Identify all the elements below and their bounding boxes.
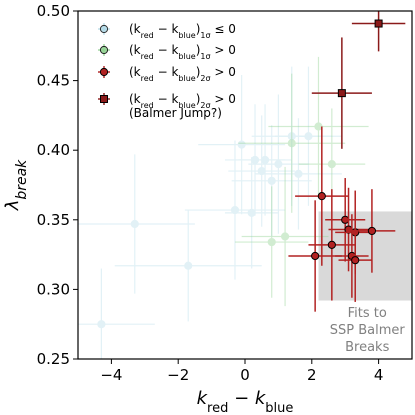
data-point xyxy=(251,66,332,206)
legend-marker xyxy=(99,24,109,34)
data-point xyxy=(238,73,346,213)
series-1 xyxy=(78,66,342,359)
marker xyxy=(130,219,139,229)
marker xyxy=(230,205,240,215)
data-point xyxy=(228,115,296,227)
data-point xyxy=(114,210,262,322)
marker xyxy=(311,251,320,261)
marker xyxy=(337,89,346,98)
x-tick-label: −2 xyxy=(167,366,189,384)
marker xyxy=(341,215,350,224)
marker xyxy=(317,192,326,201)
y-tick-label: 0.30 xyxy=(37,280,70,298)
region-label-line: Fits to xyxy=(348,306,387,321)
legend-entry: (kred − kblue)2σ > 0(Balmer Jump?) xyxy=(98,92,236,120)
data-point xyxy=(198,75,286,215)
data-point xyxy=(234,186,309,298)
legend: (kred − kblue)1σ ≤ 0 (kred − kblue)1σ > 0… xyxy=(98,22,236,120)
marker xyxy=(374,19,383,28)
x-tick-label: 4 xyxy=(374,366,384,384)
x-axis-label: kred − kblue xyxy=(197,388,294,415)
data-point xyxy=(295,126,349,266)
marker xyxy=(287,132,296,141)
data-point xyxy=(184,140,286,280)
data-point xyxy=(238,104,292,216)
data-point xyxy=(241,166,329,307)
marker xyxy=(97,320,106,329)
region-label-line: SSP Balmer xyxy=(330,323,406,338)
data-point xyxy=(308,189,356,301)
marker xyxy=(250,155,260,165)
y-tick-label: 0.50 xyxy=(37,2,70,20)
marker xyxy=(267,237,276,247)
marker xyxy=(287,139,296,148)
data-point xyxy=(348,189,396,273)
region-label-line: Breaks xyxy=(345,340,389,355)
marker xyxy=(260,155,270,165)
data-point xyxy=(338,218,372,302)
y-tick-label: 0.40 xyxy=(37,141,70,159)
legend-label: (kred − kblue)2σ > 0 xyxy=(129,65,236,83)
marker xyxy=(257,166,266,176)
marker xyxy=(304,132,313,141)
series-4 xyxy=(311,11,406,149)
legend-entry: (kred − kblue)1σ > 0 xyxy=(98,43,236,61)
marker xyxy=(351,256,360,265)
marker xyxy=(327,160,336,169)
x-axis: −4 −2 0 2 4 xyxy=(100,359,383,384)
legend-label: (kred − kblue)1σ > 0 xyxy=(129,43,236,61)
marker xyxy=(314,122,323,131)
marker xyxy=(237,140,246,149)
marker xyxy=(247,208,256,217)
data-point xyxy=(311,37,372,149)
y-tick-label: 0.25 xyxy=(37,350,70,368)
data-point xyxy=(288,200,342,312)
y-tick-label: 0.45 xyxy=(37,72,70,90)
marker xyxy=(280,232,290,241)
legend-entry: (kred − kblue)2σ > 0 xyxy=(98,65,236,83)
y-axis: 0.25 0.30 0.35 0.40 0.45 0.50 xyxy=(37,2,78,368)
x-tick-label: −4 xyxy=(100,366,122,384)
legend-marker xyxy=(99,45,109,55)
legend-marker xyxy=(99,67,109,77)
y-tick-label: 0.35 xyxy=(37,211,70,229)
y-axis-label: λbreak xyxy=(2,159,30,211)
x-tick-label: 0 xyxy=(240,366,250,384)
marker xyxy=(184,261,193,270)
data-point xyxy=(78,154,195,294)
data-point xyxy=(78,268,155,359)
data-point xyxy=(248,94,309,234)
region-label: Fits to SSP Balmer Breaks xyxy=(330,306,406,355)
x-tick-label: 2 xyxy=(307,366,317,384)
series-layer xyxy=(78,11,406,359)
data-point xyxy=(231,125,312,237)
legend-label: (Balmer Jump?) xyxy=(129,106,222,120)
legend-entry: (kred − kblue)1σ ≤ 0 xyxy=(98,22,236,40)
data-point xyxy=(351,11,406,52)
marker xyxy=(274,160,283,169)
data-point xyxy=(268,56,369,197)
marker xyxy=(294,169,303,178)
marker xyxy=(327,240,336,249)
marker xyxy=(367,226,377,236)
marker xyxy=(267,176,276,185)
legend-marker xyxy=(100,95,108,103)
data-point xyxy=(275,66,342,206)
data-point xyxy=(224,104,286,216)
legend-label: (kred − kblue)2σ > 0 xyxy=(129,92,236,110)
legend-label: (kred − kblue)1σ ≤ 0 xyxy=(129,22,236,40)
data-point xyxy=(325,178,366,262)
data-point xyxy=(255,118,342,230)
series-3 xyxy=(288,126,396,312)
data-point xyxy=(224,157,279,269)
